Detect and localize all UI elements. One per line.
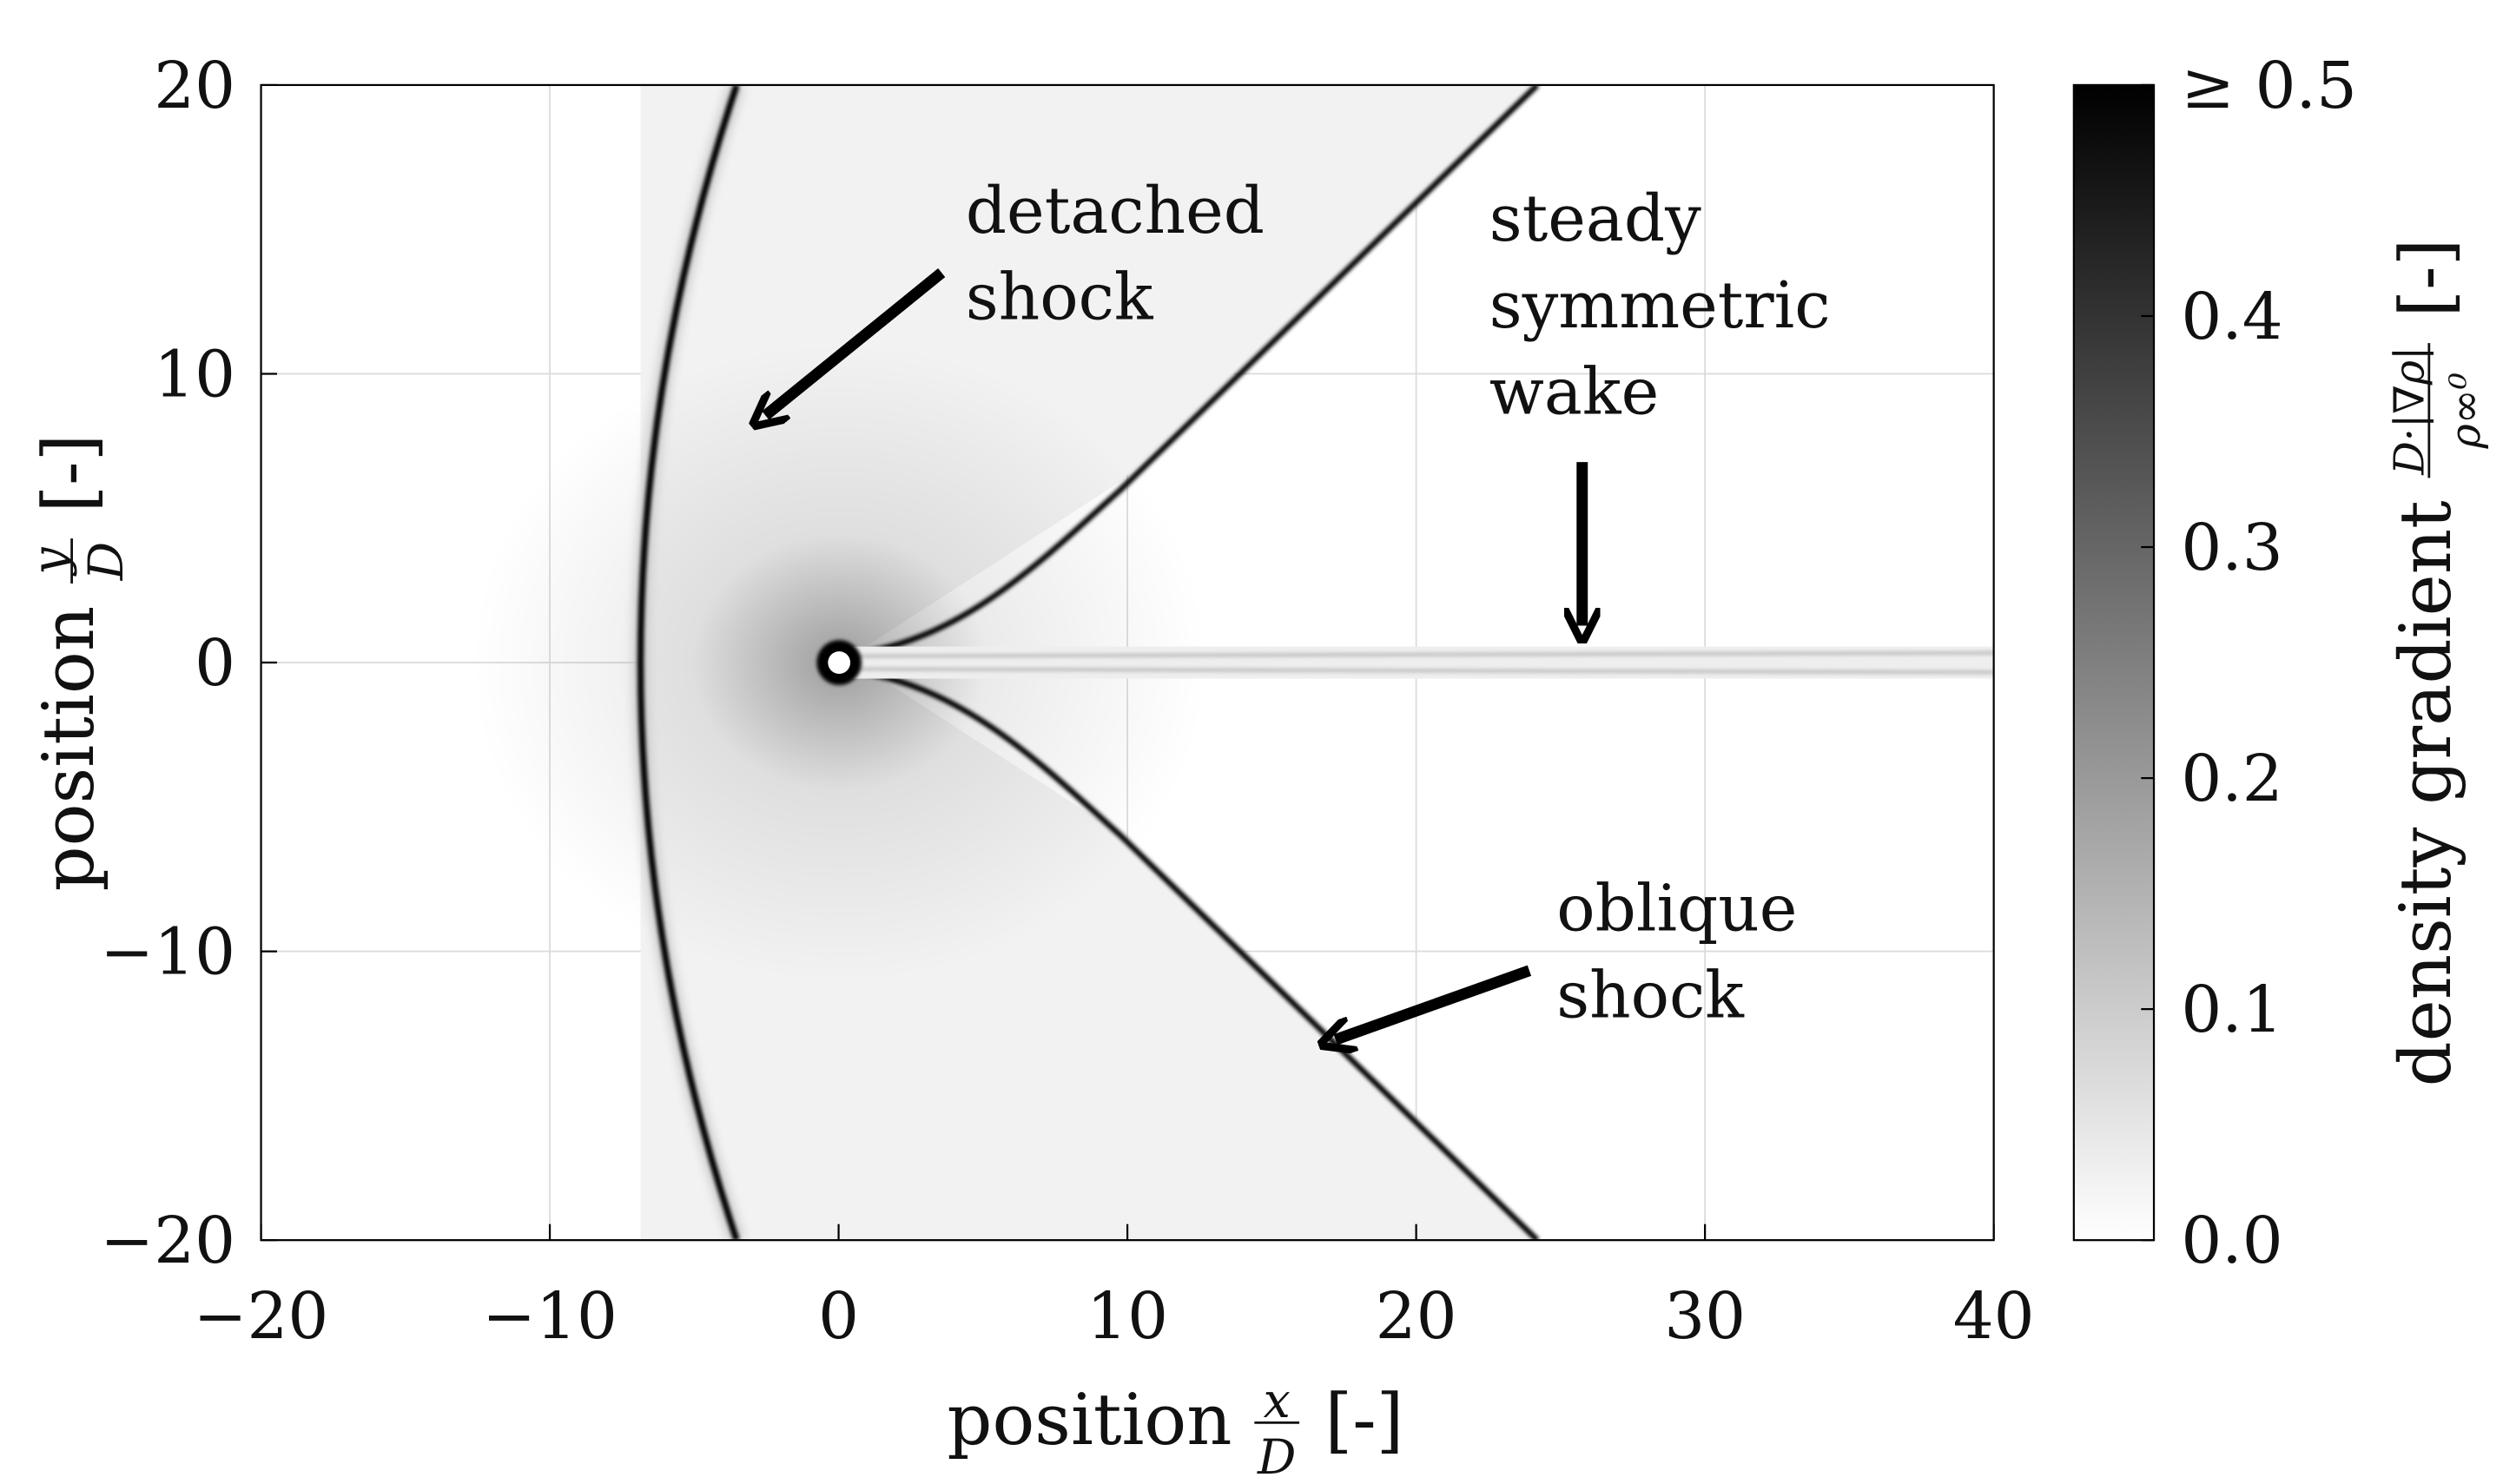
y-tick-label: 20: [154, 49, 235, 123]
axis-label-text: position: [948, 1380, 1232, 1461]
axis-label-text: position: [29, 606, 110, 892]
colorbar-label: density gradient D·|∇ρ| ρ∞⁰ [-]: [2385, 239, 2490, 1087]
axis-label-denominator: ρ∞⁰: [2441, 373, 2490, 449]
y-axis-label: position y D [-]: [23, 434, 135, 892]
colorbar: [2072, 83, 2156, 1242]
axis-label-denominator: D: [79, 542, 135, 581]
flow-field: [471, 84, 1994, 1241]
axis-label-numerator: y: [23, 547, 78, 577]
axis-label-unit: [-]: [2386, 239, 2467, 318]
colorbar-tick-label: 0.3: [2181, 511, 2282, 585]
wake: [849, 646, 1994, 679]
annotation: shock: [966, 261, 1154, 335]
x-tick-label: −20: [194, 1279, 329, 1354]
x-tick-label: −10: [482, 1279, 617, 1354]
oblique-shock-upper: [848, 84, 1540, 658]
y-tick-label: −20: [100, 1204, 235, 1278]
colorbar-tick-label: 0.1: [2181, 973, 2282, 1047]
x-axis-label: position xD [-]: [948, 1374, 1404, 1484]
annotation: oblique: [1556, 872, 1797, 946]
axis-label-unit: [-]: [29, 434, 110, 513]
arrow: [1336, 965, 1532, 1039]
y-tick-label: −10: [100, 914, 235, 989]
axis-label-numerator: D·|∇ρ|: [2385, 346, 2434, 476]
x-tick-label: 10: [1086, 1279, 1168, 1354]
colorbar-tick-label: 0.4: [2181, 280, 2282, 354]
annotation: detached: [966, 174, 1265, 248]
detached-shock: [637, 84, 740, 1241]
colorbar-tick-label: 0.2: [2181, 742, 2282, 816]
axis-label-text: density gradient: [2386, 500, 2467, 1086]
y-tick-label: 10: [154, 337, 235, 412]
axis-label-unit: [-]: [1325, 1380, 1404, 1461]
x-tick-label: 0: [818, 1279, 859, 1354]
wake-lines: [849, 651, 1994, 674]
annotation: wake: [1489, 355, 1659, 430]
oblique-shock-lower: [848, 668, 1540, 1241]
plot-frame: [260, 83, 1995, 1242]
cylinder: [828, 651, 851, 674]
annotation: symmetric: [1489, 268, 1831, 343]
x-tick-label: 20: [1376, 1279, 1457, 1354]
axis-label-numerator: x: [1264, 1374, 1291, 1429]
arrow: [765, 268, 946, 415]
axis-label-denominator: D: [1257, 1430, 1296, 1484]
arrows: [765, 268, 1582, 1039]
annotation: steady: [1489, 181, 1701, 256]
annotation: shock: [1556, 958, 1745, 1032]
y-tick-label: 0: [195, 626, 235, 701]
x-tick-label: 40: [1953, 1279, 2035, 1354]
colorbar-tick-label: 0.0: [2181, 1204, 2282, 1278]
colorbar-tick-label: ≥ 0.5: [2181, 49, 2357, 123]
x-tick-label: 30: [1664, 1279, 1746, 1354]
